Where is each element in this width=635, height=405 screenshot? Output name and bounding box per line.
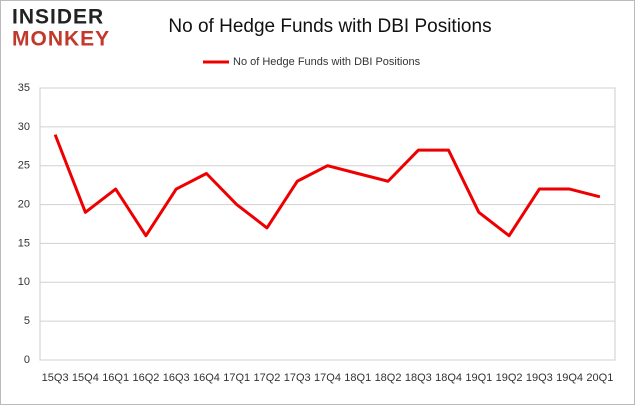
x-tick-label: 19Q4	[556, 372, 583, 384]
x-tick-label: 16Q2	[132, 372, 159, 384]
y-tick-label: 15	[18, 237, 30, 249]
y-tick-label: 20	[18, 198, 30, 210]
y-tick-label: 10	[18, 276, 30, 288]
series-line	[53, 134, 601, 238]
y-tick-label: 0	[24, 354, 30, 366]
x-tick-label: 17Q2	[254, 372, 281, 384]
x-tick-label: 16Q1	[102, 372, 129, 384]
x-tick-label: 19Q3	[526, 372, 553, 384]
y-tick-label: 25	[18, 160, 30, 172]
y-tick-label: 35	[18, 82, 30, 94]
logo-bottom: MONKEY	[12, 28, 110, 51]
x-tick-label: 17Q3	[284, 372, 311, 384]
chart-title: No of Hedge Funds with DBI Positions	[168, 16, 491, 37]
x-tick-label: 18Q4	[435, 372, 462, 384]
x-tick-label: 18Q1	[344, 372, 371, 384]
x-tick-label: 15Q3	[42, 372, 69, 384]
logo-top: INSIDER	[12, 6, 104, 29]
y-tick-label: 5	[24, 315, 30, 327]
x-tick-label: 20Q1	[586, 372, 613, 384]
x-tick-label: 16Q3	[163, 372, 190, 384]
x-tick-label: 19Q1	[465, 372, 492, 384]
x-tick-label: 18Q2	[375, 372, 402, 384]
x-tick-label: 17Q1	[223, 372, 250, 384]
x-tick-label: 15Q4	[72, 372, 99, 384]
x-tick-label: 18Q3	[405, 372, 432, 384]
x-tick-label: 16Q4	[193, 372, 220, 384]
x-tick-label: 17Q4	[314, 372, 341, 384]
legend-label: No of Hedge Funds with DBI Positions	[233, 56, 421, 68]
x-tick-label: 19Q2	[496, 372, 523, 384]
y-tick-label: 30	[18, 121, 30, 133]
